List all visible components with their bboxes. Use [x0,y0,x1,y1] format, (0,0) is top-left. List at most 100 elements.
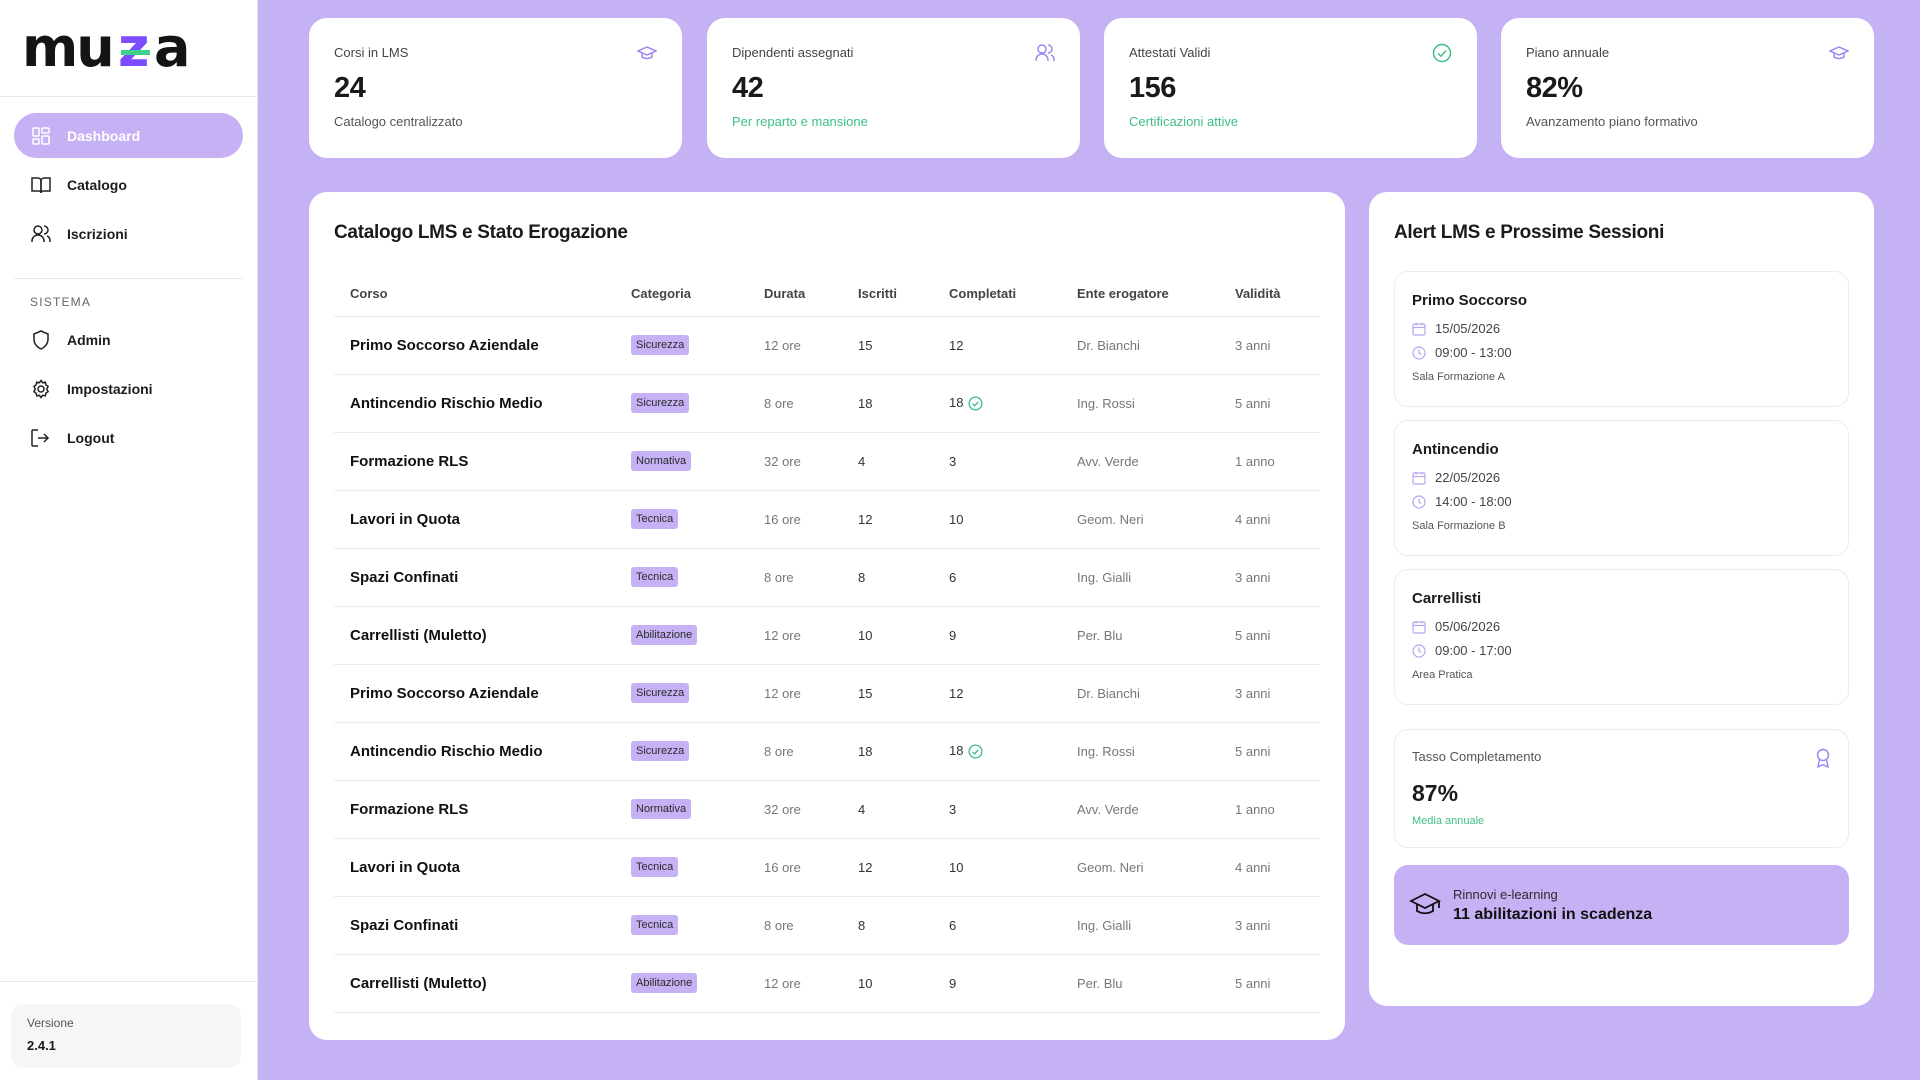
table-header-row: Corso Categoria Durata Iscritti Completa… [334,271,1320,317]
table-row[interactable]: Primo Soccorso Aziendale Sicurezza 12 ore 1… [334,664,1320,723]
session-card[interactable]: Carrellisti 05/06/2026 09:00 - 17:00 Area P… [1394,569,1849,705]
stat-label: Piano annuale [1526,45,1610,60]
column-header-categoria[interactable]: Categoria [615,271,748,317]
sidebar-item-dashboard[interactable]: Dashboard [14,113,243,158]
sidebar-item-impostazioni[interactable]: Impostazioni [14,366,243,411]
renew-value: 11 abilitazioni in scadenza [1453,905,1653,923]
column-header-validita[interactable]: Validità [1219,271,1320,317]
sidebar-item-logout[interactable]: Logout [14,415,243,460]
completed-cell: 9 [933,954,1061,1013]
provider-cell: Geom. Neri [1061,490,1219,549]
table-row[interactable]: Spazi Confinati Tecnica 8 ore 8 6 Ing. Gialli… [334,896,1320,955]
completed-value: 9 [949,975,957,991]
completed-value: 6 [949,569,957,585]
renew-label: Rinnovi e-learning [1453,886,1558,902]
table-row[interactable]: Antincendio Rischio Medio Sicurezza 8 ore 1… [334,722,1320,781]
column-header-durata[interactable]: Durata [748,271,842,317]
category-cell: Sicurezza [615,374,748,433]
session-time: 09:00 - 13:00 [1435,345,1512,360]
table-row[interactable]: Lavori in Quota Tecnica 16 ore 12 10 Geom. Ne… [334,490,1320,549]
column-header-corso[interactable]: Corso [334,271,615,317]
completed-cell: 6 [933,548,1061,607]
validity-cell: 5 anni [1219,374,1320,433]
check-circle-icon [968,396,984,411]
sidebar-item-iscrizioni[interactable]: Iscrizioni [14,211,243,256]
clock-icon [1412,494,1426,509]
course-name: Primo Soccorso Aziendale [334,664,615,723]
session-title: Carrellisti [1412,590,1482,607]
sidebar-item-label: Logout [67,429,115,446]
catalog-table: Corso Categoria Durata Iscritti Completa… [334,271,1320,1013]
category-cell: Normativa [615,780,748,839]
enrolled-cell: 15 [842,316,933,375]
category-badge: Tecnica [631,857,679,877]
duration-cell: 12 ore [748,316,842,375]
category-badge: Tecnica [631,509,679,529]
graduation-cap-icon [637,46,657,60]
enrolled-cell: 18 [842,722,933,781]
table-row[interactable]: Antincendio Rischio Medio Sicurezza 8 ore 1… [334,374,1320,433]
category-badge: Sicurezza [631,741,690,761]
session-card[interactable]: Antincendio 22/05/2026 14:00 - 18:00 Sala F… [1394,420,1849,556]
course-name: Lavori in Quota [334,490,615,549]
completed-cell: 9 [933,606,1061,665]
completed-value: 9 [949,627,957,643]
column-header-ente[interactable]: Ente erogatore [1061,271,1219,317]
stat-sub: Per reparto e mansione [732,114,868,129]
validity-cell: 1 anno [1219,780,1320,839]
completed-value: 18 [949,394,964,410]
brand-logo[interactable]: mu z a [0,0,257,97]
renewals-card[interactable]: Rinnovi e-learning 11 abilitazioni in sc… [1394,865,1849,945]
users-icon [30,223,52,245]
stat-label: Attestati Validi [1129,45,1211,60]
table-row[interactable]: Primo Soccorso Aziendale Sicurezza 12 ore 1… [334,316,1320,375]
category-cell: Sicurezza [615,722,748,781]
sidebar-item-label: Admin [67,331,111,348]
sessions-list: Primo Soccorso 15/05/2026 09:00 - 13:00 Sal… [1394,271,1849,705]
session-card[interactable]: Primo Soccorso 15/05/2026 09:00 - 13:00 Sal… [1394,271,1849,407]
category-cell: Sicurezza [615,664,748,723]
completed-value: 10 [949,859,964,875]
course-name: Spazi Confinati [334,548,615,607]
category-cell: Tecnica [615,838,748,897]
course-name: Lavori in Quota [334,838,615,897]
users-icon [1035,44,1055,61]
graduation-cap-icon [1409,892,1441,915]
course-name: Antincendio Rischio Medio [334,722,615,781]
completed-cell: 10 [933,838,1061,897]
course-name: Primo Soccorso Aziendale [334,316,615,375]
column-header-iscritti[interactable]: Iscritti [842,271,933,317]
table-row[interactable]: Spazi Confinati Tecnica 8 ore 8 6 Ing. Gialli… [334,548,1320,607]
sidebar-item-label: Catalogo [67,176,127,193]
version-value: 2.4.1 [27,1038,56,1053]
sidebar-item-admin[interactable]: Admin [14,317,243,362]
version-box: Versione 2.4.1 [11,1004,241,1068]
category-badge: Sicurezza [631,335,690,355]
duration-cell: 8 ore [748,374,842,433]
category-cell: Abilitazione [615,606,748,665]
category-cell: Normativa [615,432,748,491]
category-badge: Abilitazione [631,973,698,993]
completed-value: 18 [949,742,964,758]
catalog-panel: Catalogo LMS e Stato Erogazione Corso Ca… [309,192,1345,1040]
session-time: 14:00 - 18:00 [1435,494,1512,509]
session-date-row: 15/05/2026 [1412,321,1831,336]
provider-cell: Ing. Gialli [1061,548,1219,607]
table-row[interactable]: Carrellisti (Muletto) Abilitazione 12 ore 1… [334,954,1320,1013]
table-row[interactable]: Formazione RLS Normativa 32 ore 4 3 Avv. Verd… [334,432,1320,491]
table-row[interactable]: Carrellisti (Muletto) Abilitazione 12 ore 1… [334,606,1320,665]
muza-logo-icon: mu z a [22,24,190,72]
panel-title: Alert LMS e Prossime Sessioni [1394,222,1665,243]
course-name: Formazione RLS [334,780,615,839]
validity-cell: 3 anni [1219,316,1320,375]
completed-cell: 18 [933,374,1061,433]
stat-label: Corsi in LMS [334,45,409,60]
panel-title: Catalogo LMS e Stato Erogazione [334,222,628,243]
column-header-completati[interactable]: Completati [933,271,1061,317]
sidebar-item-catalogo[interactable]: Catalogo [14,162,243,207]
table-row[interactable]: Lavori in Quota Tecnica 16 ore 12 10 Geom. Ne… [334,838,1320,897]
enrolled-cell: 10 [842,606,933,665]
enrolled-cell: 8 [842,548,933,607]
table-row[interactable]: Formazione RLS Normativa 32 ore 4 3 Avv. Verd… [334,780,1320,839]
duration-cell: 32 ore [748,780,842,839]
